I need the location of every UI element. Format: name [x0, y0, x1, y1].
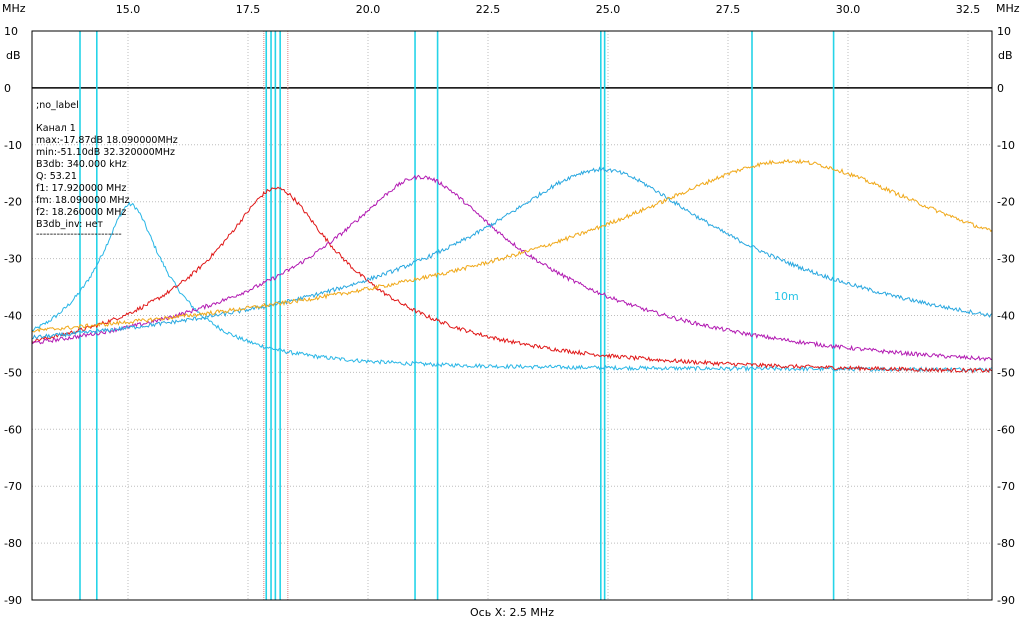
- info-f2: f2: 18.260000 MHz: [36, 207, 126, 218]
- y-tick-label-right: -70: [997, 480, 1015, 493]
- x-tick-label: 30.0: [836, 3, 861, 16]
- info-channel: Канал 1: [36, 123, 76, 134]
- x-tick-label: 20.0: [356, 3, 381, 16]
- y-tick-label-left: 10: [4, 25, 18, 38]
- y-tick-labels: 10 10 0 0 -10 -10 -20 -20 -30 -30 -40 -40 -50 -50 -60 -…: [4, 25, 1015, 607]
- y-tick-label-right: -10: [997, 139, 1015, 152]
- x-tick-label: 32.5: [956, 3, 981, 16]
- x-tick-labels: 15.0 17.5 20.0 22.5 25.0 27.5 30.0 32.5: [116, 3, 981, 16]
- y-tick-label-right: -60: [997, 423, 1015, 436]
- y-tick-label-left: -90: [4, 594, 22, 607]
- info-q: Q: 53.21: [36, 171, 77, 182]
- y-tick-label-left: -20: [4, 196, 22, 209]
- y-tick-label-left: -60: [4, 423, 22, 436]
- marker-lines: [79, 31, 835, 600]
- plot-frame: [31, 30, 993, 601]
- y-tick-label-left: -50: [4, 366, 22, 379]
- info-separator: -------------------------: [36, 229, 122, 240]
- series-group: [31, 158, 993, 374]
- info-f1: f1: 17.920000 MHz: [36, 183, 126, 194]
- series-line-3: [31, 174, 993, 362]
- y-tick-label-right: -40: [997, 310, 1015, 323]
- y-tick-label-right: 0: [997, 82, 1004, 95]
- x-tick-label: 25.0: [596, 3, 621, 16]
- x-axis-caption: Ось X: 2.5 MHz: [470, 606, 554, 619]
- series-line-1: [31, 201, 993, 373]
- y-tick-label-left: -10: [4, 139, 22, 152]
- y-tick-label-right: 10: [997, 25, 1011, 38]
- y-unit-label-right: dB: [998, 49, 1013, 62]
- y-tick-label-right: -90: [997, 594, 1015, 607]
- y-tick-label-right: -50: [997, 366, 1015, 379]
- x-tick-label: 27.5: [716, 3, 741, 16]
- y-unit-label-left: dB: [6, 49, 21, 62]
- x-unit-label-right: MHz: [996, 2, 1020, 15]
- y-tick-label-left: -30: [4, 253, 22, 266]
- info-panel: ;no_label Канал 1 max:-17.87dB 18.090000…: [36, 100, 178, 240]
- band-annotation: 10m: [774, 290, 799, 303]
- y-tick-label-left: 0: [4, 82, 11, 95]
- info-b3db: B3db: 340.000 kHz: [36, 159, 127, 170]
- info-min: min:-51.10dB 32.320000MHz: [36, 147, 175, 158]
- series-line-4: [31, 166, 993, 340]
- info-label: ;no_label: [36, 100, 79, 111]
- x-tick-label: 22.5: [476, 3, 501, 16]
- info-fm: fm: 18.090000 MHz: [36, 195, 130, 206]
- y-tick-label-right: -30: [997, 253, 1015, 266]
- y-tick-label-right: -20: [997, 196, 1015, 209]
- info-max: max:-17.87dB 18.090000MHz: [36, 135, 178, 146]
- x-tick-label: 15.0: [116, 3, 141, 16]
- x-unit-label: MHz: [2, 2, 26, 15]
- y-tick-label-left: -70: [4, 480, 22, 493]
- series-line-2: [31, 186, 993, 374]
- y-tick-label-left: -80: [4, 537, 22, 550]
- y-tick-label-left: -40: [4, 310, 22, 323]
- info-b3db-inv: B3db_inv: нет: [36, 219, 103, 230]
- series-line-5: [31, 158, 993, 333]
- y-tick-label-right: -80: [997, 537, 1015, 550]
- x-tick-label: 17.5: [236, 3, 261, 16]
